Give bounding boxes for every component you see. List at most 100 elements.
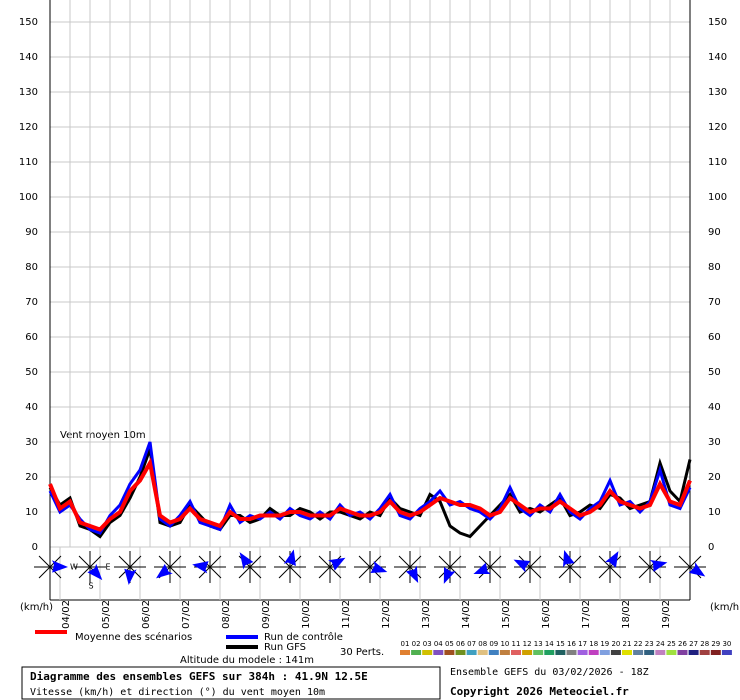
wind-rose [473, 551, 506, 583]
x-tick-label: 07/02 [181, 600, 192, 629]
y-unit: (km/h) [710, 602, 740, 613]
rose-petal [513, 559, 531, 573]
rose-petal [688, 562, 706, 577]
perturbation-swatch [588, 650, 599, 655]
y-tick-label: 90 [708, 227, 721, 238]
chart-title: Diagramme des ensembles GEFS sur 384h : … [30, 670, 368, 683]
wind-rose [674, 551, 706, 583]
perturbation-label: 03 [423, 640, 432, 648]
rose-petal [239, 552, 254, 570]
y-tick-label: 10 [25, 507, 38, 518]
rose-petal [604, 551, 619, 568]
perturbation-swatch [533, 650, 544, 655]
wind-rose [192, 551, 226, 583]
x-tick-label: 18/02 [621, 600, 632, 629]
rose-axis [38, 555, 62, 579]
perturbation-label: 30 [722, 640, 731, 648]
x-tick-label: 06/02 [141, 600, 152, 629]
rose-petal [650, 560, 668, 572]
y-tick-label: 40 [708, 402, 721, 413]
y-tick-label: 70 [25, 297, 38, 308]
rose-petal [283, 549, 296, 567]
wind-rose [114, 551, 146, 585]
x-tick-label: 04/02 [61, 600, 72, 629]
perturbation-label: 23 [645, 640, 654, 648]
perturbation-swatch [655, 650, 666, 655]
perturbation-label: 16 [567, 640, 576, 648]
wind-rose [434, 551, 466, 584]
rose-axis [398, 555, 422, 579]
rose-axis [678, 555, 702, 579]
y-tick-label: 120 [708, 122, 727, 133]
y-tick-label: 0 [708, 542, 714, 553]
perturbation-label: 26 [678, 640, 687, 648]
x-tick-label: 09/02 [261, 600, 272, 629]
y-tick-label: 10 [708, 507, 721, 518]
perturbation-swatch [666, 650, 677, 655]
rose-petal [124, 568, 137, 585]
x-tick-label: 08/02 [221, 600, 232, 629]
perturbation-swatch [488, 650, 499, 655]
series-line [48, 457, 692, 532]
x-tick-label: 15/02 [501, 600, 512, 629]
perturbation-swatch [622, 650, 632, 655]
x-tick-label: 17/02 [581, 600, 592, 629]
perturbation-label: 09 [489, 640, 498, 648]
wind-rose [513, 551, 546, 583]
rose-petal [473, 562, 491, 575]
rose-petal [443, 567, 456, 584]
y-tick-label: 50 [708, 367, 721, 378]
perturbation-label: 08 [478, 640, 487, 648]
perturbation-swatch [511, 650, 521, 655]
rose-petal [87, 563, 103, 581]
run-info: Ensemble GEFS du 03/02/2026 - 18Z [450, 667, 649, 678]
legend-label: Moyenne des scénarios [75, 631, 192, 643]
perturbation-label: 20 [611, 640, 620, 648]
wind-rose [34, 551, 68, 583]
y-unit: (km/h) [20, 602, 53, 613]
info-box [21, 666, 441, 700]
perturbation-label: 21 [623, 640, 632, 648]
y-tick-label: 40 [25, 402, 38, 413]
wind-rose [274, 549, 306, 583]
x-tick-label: 10/02 [301, 600, 312, 629]
perturbation-label: 07 [467, 640, 476, 648]
perturbation-label: 14 [545, 640, 554, 648]
perturbation-label: 06 [456, 640, 465, 648]
perturbation-swatch [477, 650, 488, 655]
rose-axis [78, 555, 102, 579]
perturbations-label: 30 Perts. [340, 647, 384, 658]
rose-axis [638, 555, 662, 579]
wind-rose [234, 551, 266, 583]
perturbation-label: 28 [700, 640, 709, 648]
rose-axis [278, 555, 302, 579]
chart-subtitle: Vitesse (km/h) et direction (°) du vent … [30, 687, 325, 698]
perturbation-swatch [455, 650, 466, 655]
y-tick-label: 60 [708, 332, 721, 343]
y-tick-label: 100 [19, 192, 38, 203]
perturbation-label: 12 [523, 640, 532, 648]
perturbation-label: 11 [512, 640, 521, 648]
rose-petal [192, 561, 209, 574]
perturbation-swatch [433, 650, 444, 655]
y-tick-label: 150 [708, 17, 727, 28]
perturbation-label: 19 [600, 640, 609, 648]
perturbation-label: 29 [711, 640, 720, 648]
rose-axis [238, 555, 262, 579]
rose-axis [478, 555, 502, 579]
perturbation-swatch [522, 650, 533, 655]
perturbation-label: 02 [412, 640, 421, 648]
perturbation-swatch [444, 650, 455, 655]
perturbation-label: 10 [500, 640, 509, 648]
y-tick-label: 60 [25, 332, 38, 343]
perturbation-swatch [688, 650, 699, 655]
compass-label: S [88, 582, 93, 591]
y-tick-label: 150 [19, 17, 38, 28]
wind-rose [354, 551, 388, 583]
perturbation-label: 22 [634, 640, 643, 648]
rose-petal [370, 561, 388, 573]
y-tick-label: 30 [708, 437, 721, 448]
compass-label: E [105, 563, 110, 572]
perturbation-label: 24 [656, 640, 665, 648]
